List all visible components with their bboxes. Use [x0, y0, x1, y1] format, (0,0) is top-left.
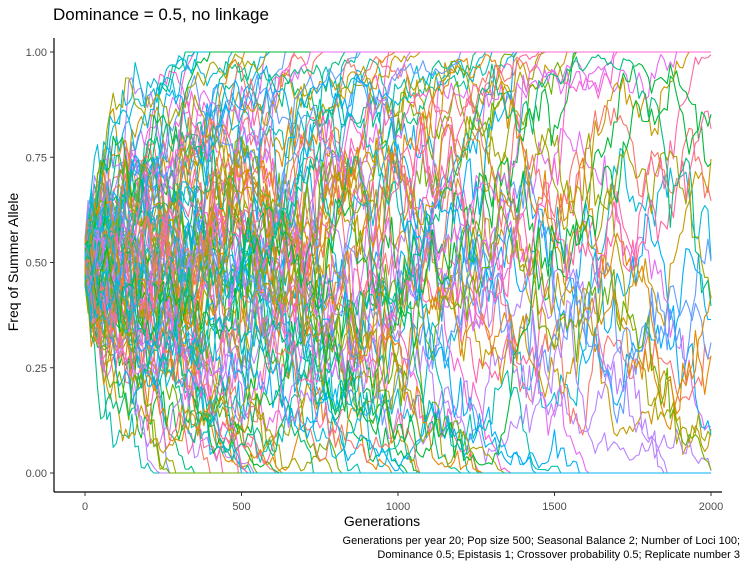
caption-line-2: Dominance 0.5; Epistasis 1; Crossover pr… [377, 549, 740, 561]
y-tick-label: 0.25 [26, 363, 47, 375]
x-axis-title: Generations [344, 513, 420, 529]
series-line [84, 51, 711, 363]
series-lines [84, 51, 712, 474]
series-line [84, 149, 712, 427]
x-tick-label: 1000 [386, 501, 410, 513]
series-line [84, 165, 712, 426]
y-axis: 0.00 0.25 0.50 0.75 1.00 [26, 47, 54, 480]
series-line [84, 54, 712, 420]
series-line [84, 51, 711, 347]
series-line [84, 206, 712, 472]
chart-title: Dominance = 0.5, no linkage [53, 5, 269, 24]
series-line [84, 51, 711, 422]
series-line [84, 51, 711, 326]
x-tick-label: 2000 [699, 501, 723, 513]
series-line [84, 54, 712, 384]
y-tick-label: 0.75 [26, 152, 47, 164]
x-axis: 0 500 1000 1500 2000 [82, 492, 723, 513]
x-tick-label: 0 [82, 501, 88, 513]
series-line [84, 75, 712, 466]
x-tick-label: 500 [232, 501, 250, 513]
y-tick-label: 0.50 [26, 258, 47, 270]
y-tick-label: 1.00 [26, 47, 47, 59]
caption-line-1: Generations per year 20; Pop size 500; S… [343, 535, 740, 547]
series-line [84, 132, 711, 474]
y-tick-label: 0.00 [26, 468, 47, 480]
y-axis-title: Freq of Summer Allele [5, 193, 21, 332]
series-line [84, 53, 712, 415]
series-line [84, 110, 712, 438]
series-line [84, 141, 712, 439]
series-line [84, 73, 711, 474]
x-tick-label: 1500 [542, 501, 566, 513]
